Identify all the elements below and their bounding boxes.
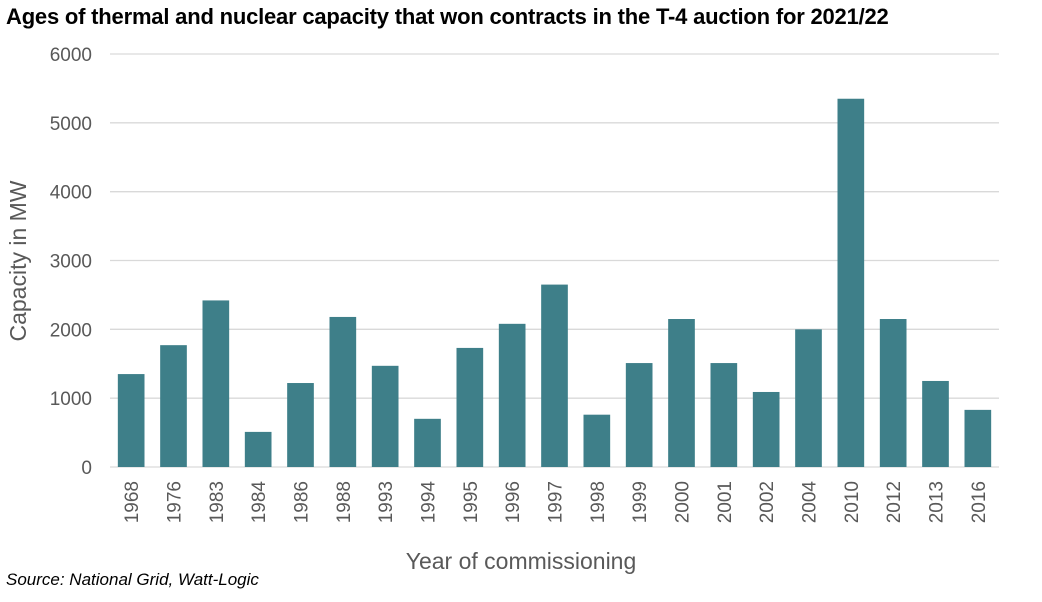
x-tick-label: 2016 [969, 481, 990, 523]
y-tick-label: 0 [81, 458, 92, 479]
y-axis-ticks: 0 1000 2000 3000 4000 5000 6000 [50, 45, 92, 479]
x-tick-label: 1976 [165, 481, 186, 523]
chart-title: Ages of thermal and nuclear capacity tha… [6, 4, 889, 29]
x-tick-label: 1993 [376, 481, 397, 523]
x-tick-label: 1997 [546, 481, 567, 523]
bar-1995 [456, 347, 484, 467]
bar-1998 [583, 414, 611, 467]
bar-2001 [710, 363, 738, 467]
x-tick-label: 2002 [757, 481, 778, 523]
x-tick-label: 1996 [503, 481, 524, 523]
bar-1999 [625, 363, 653, 467]
y-tick-label: 1000 [50, 389, 92, 410]
x-tick-label: 2000 [673, 481, 694, 523]
x-tick-label: 2004 [800, 481, 821, 524]
bar-1988 [329, 316, 357, 467]
x-tick-label: 1994 [419, 481, 440, 524]
bars [117, 98, 992, 467]
bar-2002 [752, 391, 780, 467]
bar-1996 [498, 323, 526, 467]
x-tick-label: 1983 [207, 481, 228, 523]
x-tick-label: 2001 [715, 481, 736, 523]
x-tick-label: 1986 [292, 481, 313, 523]
bar-1976 [160, 345, 187, 467]
y-tick-label: 4000 [50, 183, 92, 204]
y-tick-label: 5000 [50, 114, 92, 135]
bar-2010 [837, 98, 865, 467]
y-tick-label: 3000 [50, 252, 92, 273]
bar-2016 [964, 409, 992, 467]
bar-1983 [202, 300, 230, 467]
y-tick-label: 2000 [50, 320, 92, 341]
x-axis-label: Year of commissioning [406, 548, 637, 574]
x-tick-label: 2013 [927, 481, 948, 523]
x-tick-label: 1984 [249, 481, 270, 524]
bar-1997 [541, 284, 568, 467]
bar-1993 [371, 365, 399, 467]
bar-1984 [244, 431, 272, 467]
bar-2004 [795, 329, 822, 467]
y-tick-label: 6000 [50, 45, 92, 66]
x-tick-label: 2010 [842, 481, 863, 523]
bar-1986 [287, 383, 314, 467]
x-tick-label: 1999 [630, 481, 651, 523]
bar-2000 [668, 319, 695, 467]
bar-2012 [879, 319, 907, 467]
x-tick-label: 1988 [334, 481, 355, 523]
x-tick-label: 1995 [461, 481, 482, 523]
x-axis-ticks: 1968 1976 1983 1984 1986 1988 1993 1994 1995 1996… [122, 481, 990, 524]
bar-1994 [414, 418, 441, 467]
x-tick-label: 1998 [588, 481, 609, 523]
bar-1968 [117, 374, 145, 467]
x-tick-label: 2012 [884, 481, 905, 523]
bar-2013 [922, 380, 949, 467]
x-tick-label: 1968 [122, 481, 143, 523]
source-note: Source: National Grid, Watt-Logic [6, 570, 259, 589]
y-axis-label: Capacity in MW [5, 180, 31, 341]
